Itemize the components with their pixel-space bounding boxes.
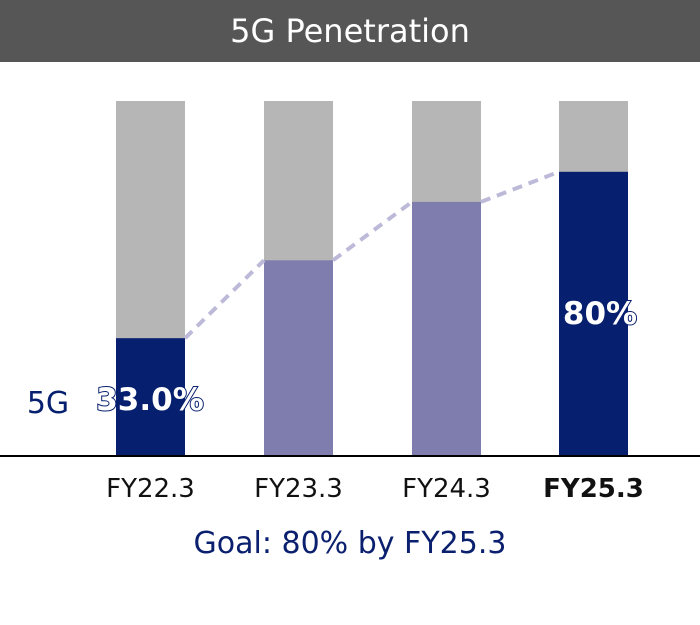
x-tick-label: FY23.3	[254, 474, 343, 504]
data-label: 80%	[563, 296, 637, 332]
bar-value	[559, 171, 628, 456]
trend-line-segment	[480, 169, 560, 204]
goal-annotation: Goal: 80% by FY25.3	[193, 526, 507, 561]
chart-title: 5G Penetration	[0, 0, 700, 62]
bar-value	[116, 338, 185, 455]
data-label: 33.0%	[96, 382, 204, 418]
trend-line-segment	[183, 258, 266, 340]
bar-value	[264, 260, 333, 455]
x-tick-label: FY24.3	[402, 474, 491, 504]
trend-line-segment	[331, 200, 414, 262]
bar-value	[412, 201, 481, 455]
series-label: 5G	[27, 386, 69, 421]
x-tick-label: FY25.3	[543, 474, 644, 504]
x-tick-label: FY22.3	[106, 474, 195, 504]
